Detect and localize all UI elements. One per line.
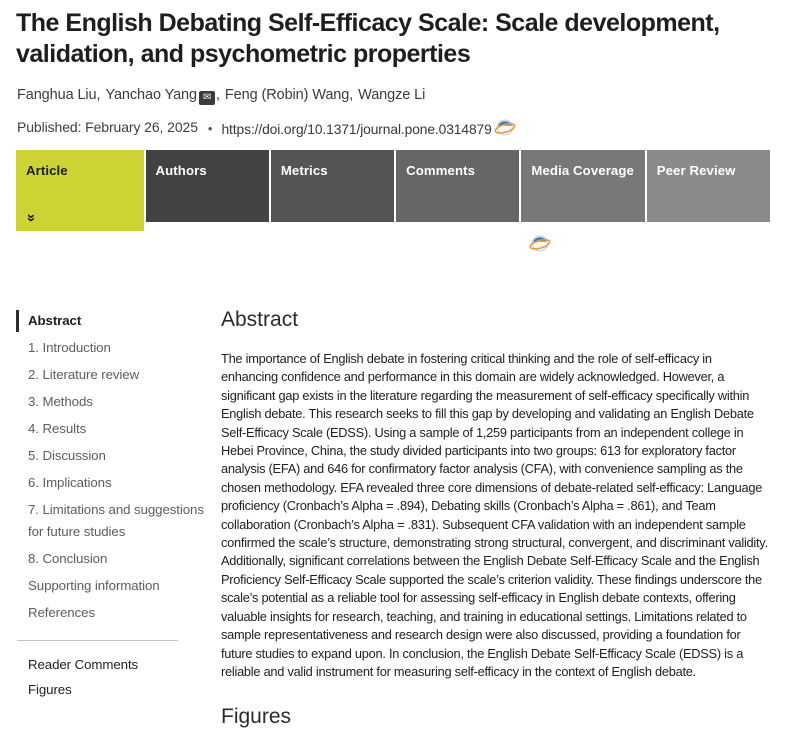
tab-label: Peer Review <box>656 163 736 178</box>
abstract-paragraph: The importance of English debate in fost… <box>221 351 768 679</box>
page-title: The English Debating Self-Efficacy Scale… <box>16 9 720 68</box>
sidebar-item-conclusion[interactable]: 8. Conclusion <box>28 551 108 566</box>
published-date: Published: February 26, 2025 <box>17 119 198 135</box>
publication-info-row: Published: February 26, 2025 • https://d… <box>17 119 777 137</box>
tab-label: Media Coverage <box>531 163 634 178</box>
tab-label: Authors <box>155 163 207 178</box>
doi-link[interactable]: https://doi.org/10.1371/journal.pone.031… <box>221 122 492 137</box>
author-list: Fanghua Liu, Yanchao Yang ✉, Feng (Robin) W… <box>17 87 777 105</box>
sidebar-item-references[interactable]: References <box>28 605 95 620</box>
tab-label: Article <box>26 163 68 178</box>
sidebar-item-abstract[interactable]: Abstract <box>16 310 208 332</box>
author-name[interactable]: Fanghua Liu, <box>17 87 101 103</box>
crossmark-logo-icon[interactable] <box>529 233 551 253</box>
author-name[interactable]: Wangze Li <box>358 87 426 103</box>
sidebar-item-methods[interactable]: 3. Methods <box>28 394 93 409</box>
figures-heading: Figures <box>221 705 292 728</box>
sidebar-divider <box>17 640 178 641</box>
author-name[interactable]: Yanchao Yang <box>105 87 197 103</box>
sidebar-item-limitations[interactable]: 7. Limitations and suggestions for futur… <box>28 502 204 539</box>
tab-metrics[interactable]: Metrics <box>270 150 395 222</box>
tab-article[interactable]: Article » <box>16 150 144 231</box>
tab-authors[interactable]: Authors <box>145 150 269 222</box>
abstract-heading: Abstract <box>221 308 299 331</box>
sidebar-item-discussion[interactable]: 5. Discussion <box>28 448 106 463</box>
tab-peer-review[interactable]: Peer Review <box>646 150 770 222</box>
section-nav-sidebar: Abstract 1. Introduction 2. Literature r… <box>16 310 208 704</box>
tab-media-coverage[interactable]: Media Coverage <box>521 150 645 222</box>
sidebar-item-supporting-information[interactable]: Supporting information <box>28 578 160 593</box>
sidebar-item-literature-review[interactable]: 2. Literature review <box>28 367 140 382</box>
expand-sections-chevron-icon[interactable]: » <box>23 213 41 223</box>
tab-label: Comments <box>406 163 476 178</box>
author-separator: , <box>215 87 220 103</box>
sidebar-item-implications[interactable]: 6. Implications <box>28 475 112 490</box>
bullet-separator: • <box>207 121 213 136</box>
article-tab-bar: Article » Authors Metrics Comments Media… <box>16 150 770 231</box>
sidebar-item-results[interactable]: 4. Results <box>28 421 87 436</box>
sidebar-item-reader-comments[interactable]: Reader Comments <box>28 657 139 672</box>
sidebar-item-introduction[interactable]: 1. Introduction <box>28 340 111 355</box>
article-content: Abstract The importance of English debat… <box>221 0 772 728</box>
tab-label: Metrics <box>280 163 328 178</box>
crossmark-logo-icon[interactable] <box>494 117 516 137</box>
sidebar-item-figures[interactable]: Figures <box>28 682 72 697</box>
author-name[interactable]: Feng (Robin) Wang, <box>224 87 354 103</box>
tab-comments[interactable]: Comments <box>396 150 520 222</box>
envelope-icon[interactable]: ✉ <box>198 91 215 105</box>
